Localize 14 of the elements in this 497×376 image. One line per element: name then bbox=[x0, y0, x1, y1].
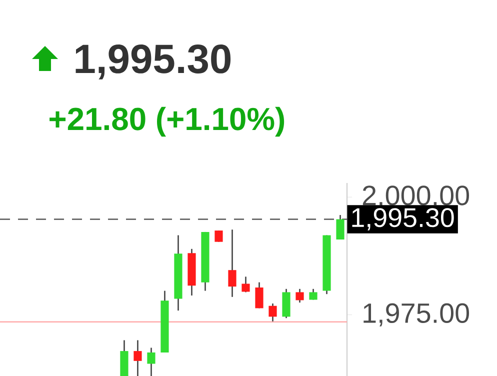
candlestick bbox=[268, 302, 277, 322]
y-tick-label: 2,000.00 bbox=[362, 186, 470, 209]
y-tick-label: 1,975.00 bbox=[364, 303, 470, 326]
candlestick bbox=[134, 340, 142, 376]
chart-subtitle: +21.80 (+1.10%) bbox=[50, 106, 284, 137]
candlestick bbox=[214, 230, 223, 242]
candlestick bbox=[336, 214, 344, 240]
chart-title: 1,995.30 bbox=[76, 44, 231, 80]
candlestick bbox=[296, 288, 304, 304]
candlestick bbox=[242, 276, 250, 293]
ref-line-label: 1,995.30 bbox=[352, 208, 454, 230]
candlestick bbox=[255, 282, 264, 309]
candlestick bbox=[147, 347, 156, 376]
candlestick bbox=[228, 228, 236, 298]
